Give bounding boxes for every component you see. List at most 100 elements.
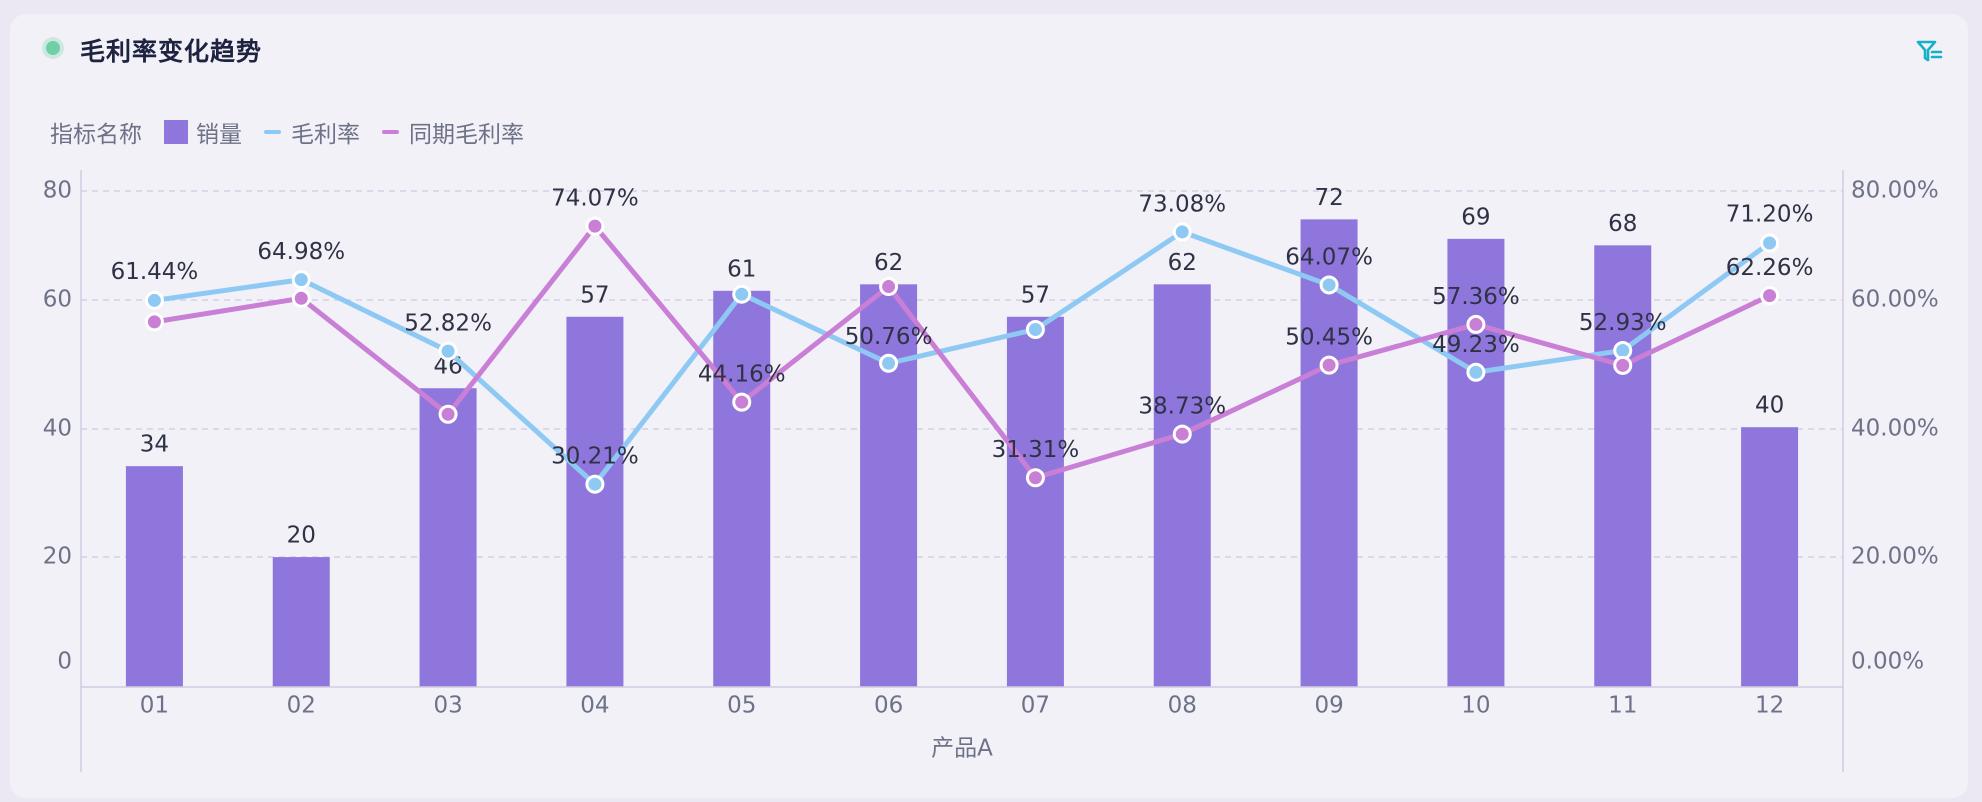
- y-right-tick-label: 0.00%: [1851, 649, 1924, 675]
- bar-value-label: 34: [140, 432, 169, 458]
- bar-06: [860, 284, 918, 687]
- bar-value-label: 68: [1608, 211, 1637, 237]
- bar-01: [125, 466, 183, 687]
- legend-line-swatch: [382, 130, 399, 134]
- bar-value-label: 61: [727, 256, 756, 282]
- line-point: [1466, 362, 1486, 382]
- bar-03: [419, 388, 477, 687]
- line-point: [438, 404, 458, 424]
- line-point: [291, 288, 311, 308]
- legend-item-prior-gross-margin[interactable]: 同期毛利率: [382, 115, 524, 149]
- line-value-label: 49.23%: [1432, 332, 1520, 358]
- y-left-tick-label: 20: [43, 544, 72, 570]
- bar-05: [713, 290, 771, 687]
- line-point: [1172, 424, 1192, 444]
- line-value-label: 44.16%: [698, 362, 786, 388]
- line-point: [291, 270, 311, 290]
- line-point: [1466, 314, 1486, 334]
- bar-value-label: 57: [1021, 282, 1050, 308]
- line-point: [1025, 319, 1045, 339]
- line-value-label: 30.21%: [551, 444, 639, 470]
- legend-item-gross-margin[interactable]: 毛利率: [264, 115, 360, 149]
- line-point: [144, 312, 164, 332]
- bar-04: [566, 316, 624, 687]
- line-point: [732, 284, 752, 304]
- line-value-label: 73.08%: [1138, 191, 1226, 217]
- x-tick-label: 08: [1168, 693, 1197, 719]
- y-left-tick-label: 40: [43, 416, 72, 442]
- line-point: [1319, 355, 1339, 375]
- y-right-tick-label: 20.00%: [1851, 544, 1939, 570]
- x-axis-title: 产品A: [931, 736, 993, 762]
- line-point: [438, 341, 458, 361]
- legend-label: 同期毛利率: [409, 122, 524, 148]
- bar-value-label: 62: [1168, 250, 1197, 276]
- bar-value-label: 40: [1755, 393, 1784, 419]
- filter-icon: [1916, 40, 1943, 62]
- legend-line-swatch: [264, 130, 281, 134]
- y-right-tick-label: 40.00%: [1851, 416, 1939, 442]
- legend-item-sales[interactable]: 销量: [164, 115, 242, 149]
- line-point: [585, 216, 605, 236]
- line-point: [1760, 233, 1780, 253]
- y-left-tick-label: 0: [57, 649, 72, 675]
- bar-12: [1741, 427, 1799, 687]
- line-point: [879, 353, 899, 373]
- bar-02: [272, 557, 330, 687]
- bar-value-label: 57: [580, 282, 609, 308]
- line-value-label: 64.98%: [257, 239, 345, 265]
- legend-label: 毛利率: [291, 122, 360, 148]
- line-value-label: 71.20%: [1726, 201, 1814, 227]
- filter-button[interactable]: [1912, 34, 1946, 68]
- x-tick-label: 02: [287, 693, 316, 719]
- x-tick-label: 11: [1608, 693, 1637, 719]
- title-dot-icon: [46, 41, 60, 55]
- line-value-label: 38.73%: [1138, 394, 1226, 420]
- legend-label: 销量: [196, 122, 242, 148]
- legend-title: 指标名称: [50, 122, 142, 148]
- line-point: [1613, 355, 1633, 375]
- line-value-label: 52.93%: [1579, 310, 1667, 336]
- chart-title: 毛利率变化趋势: [80, 37, 263, 66]
- bar-value-label: 72: [1314, 185, 1343, 211]
- x-tick-label: 09: [1314, 693, 1343, 719]
- line-value-label: 50.45%: [1285, 325, 1373, 351]
- line-value-label: 57.36%: [1432, 284, 1520, 310]
- y-left-tick-label: 80: [43, 178, 72, 204]
- line-point: [1172, 222, 1192, 242]
- line-value-label: 64.07%: [1285, 244, 1373, 270]
- legend-bar-swatch: [164, 120, 188, 144]
- chart-legend: 指标名称 销量 毛利率 同期毛利率: [50, 116, 546, 148]
- line-point: [879, 277, 899, 297]
- y-right-tick-label: 80.00%: [1851, 178, 1939, 204]
- line-point: [1025, 468, 1045, 488]
- series-line-gross-margin: [154, 229, 1772, 487]
- x-tick-label: 07: [1021, 693, 1050, 719]
- bar-07: [1006, 316, 1064, 687]
- x-tick-label: 10: [1461, 693, 1490, 719]
- x-tick-label: 06: [874, 693, 903, 719]
- card-header: 毛利率变化趋势: [10, 14, 1968, 84]
- line-point: [585, 474, 605, 494]
- bar-value-label: 69: [1461, 204, 1490, 230]
- bar-value-label: 62: [874, 250, 903, 276]
- y-right-tick-label: 60.00%: [1851, 287, 1939, 313]
- x-tick-label: 01: [140, 693, 169, 719]
- x-tick-label: 04: [580, 693, 609, 719]
- x-tick-label: 05: [727, 693, 756, 719]
- x-tick-label: 12: [1755, 693, 1784, 719]
- bar-10: [1447, 238, 1505, 687]
- line-point: [1760, 286, 1780, 306]
- bar-11: [1594, 245, 1652, 687]
- y-left-tick-label: 60: [43, 287, 72, 313]
- bar-08: [1153, 284, 1211, 687]
- line-value-label: 61.44%: [111, 259, 199, 285]
- line-point: [1319, 275, 1339, 295]
- line-value-label: 62.26%: [1726, 255, 1814, 281]
- line-point: [144, 290, 164, 310]
- line-value-label: 31.31%: [992, 437, 1080, 463]
- line-point: [732, 392, 752, 412]
- line-value-label: 74.07%: [551, 186, 639, 212]
- x-tick-label: 03: [433, 693, 462, 719]
